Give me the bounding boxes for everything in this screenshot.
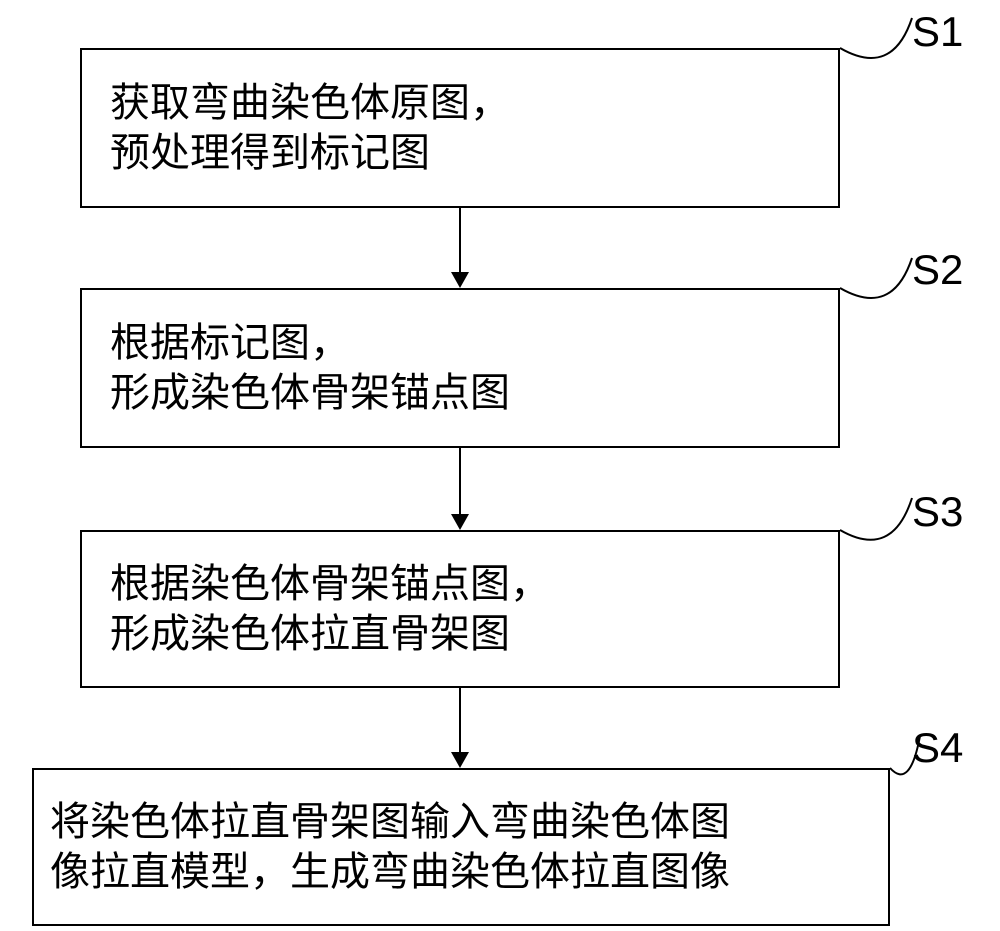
flow-arrow-2: [0, 0, 1000, 931]
